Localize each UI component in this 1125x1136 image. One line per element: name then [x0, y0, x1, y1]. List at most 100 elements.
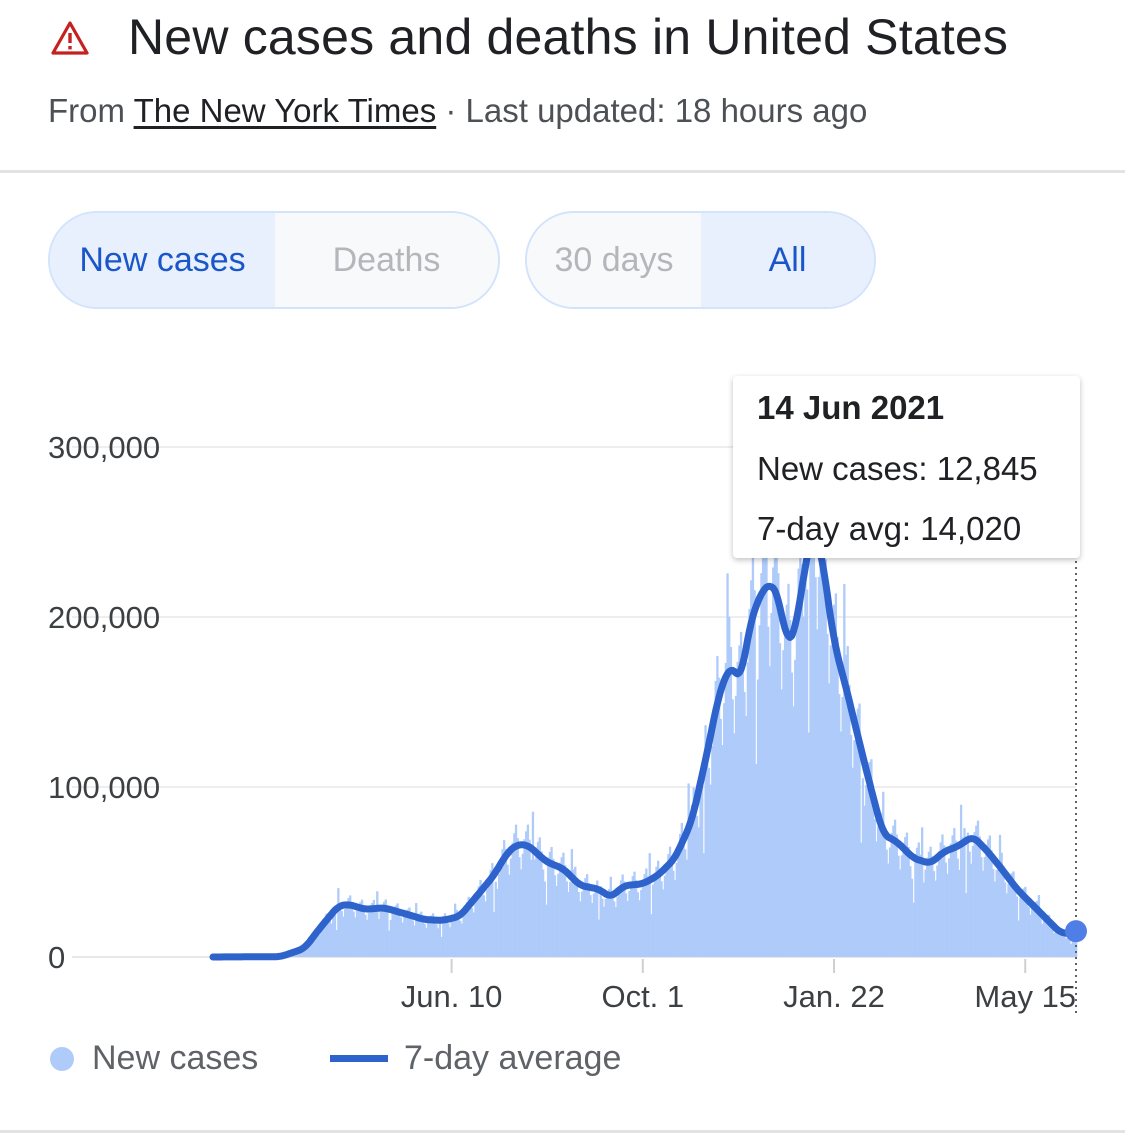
new-cases-bar: [403, 917, 406, 957]
new-cases-bar: [983, 856, 986, 957]
new-cases-bar: [396, 903, 399, 957]
new-cases-bar: [343, 909, 347, 957]
new-cases-bar: [719, 718, 722, 957]
all-tab[interactable]: All: [701, 213, 874, 307]
deaths-tab[interactable]: Deaths: [275, 213, 498, 307]
new-cases-bar: [973, 832, 976, 957]
new-cases-bar: [672, 870, 675, 957]
new-cases-bar: [990, 850, 993, 957]
new-cases-bar: [723, 703, 726, 957]
new-cases-bar: [778, 643, 782, 957]
x-tick-label: Jun. 10: [401, 979, 503, 1014]
new-cases-bar: [345, 901, 348, 957]
new-cases-bar: [948, 858, 951, 957]
new-cases-bar: [386, 905, 389, 957]
avg-legend-label: 7-day average: [404, 1039, 622, 1077]
new-cases-bar: [809, 490, 812, 957]
new-cases-bar: [311, 935, 315, 957]
new-cases-bar: [934, 880, 937, 957]
30-days-tab[interactable]: 30 days: [527, 213, 701, 307]
new-cases-bar: [772, 567, 775, 957]
new-cases-bar: [673, 880, 677, 957]
new-cases-bar: [1003, 882, 1007, 957]
new-cases-bar: [1039, 917, 1042, 957]
new-cases-bar: [1022, 888, 1025, 957]
new-cases-bar: [677, 845, 680, 957]
new-cases-bar: [552, 858, 555, 957]
cases-chart[interactable]: 0 100,000 200,000 300,000 Jun. 10 Oct. 1 Jan. …: [0, 360, 1125, 1030]
new-cases-bar: [905, 832, 909, 957]
new-cases-bar: [589, 895, 592, 957]
new-cases-bar: [753, 590, 756, 957]
new-cases-bar: [1025, 895, 1029, 957]
new-cases-bar: [907, 847, 910, 957]
new-cases-bar: [430, 915, 433, 957]
new-cases-bar: [321, 922, 325, 957]
new-cases-bar: [421, 916, 425, 957]
new-cases-bar: [968, 851, 971, 957]
new-cases-bar: [1015, 896, 1019, 957]
new-cases-bar: [692, 787, 695, 957]
new-cases-bar: [308, 943, 311, 957]
new-cases-bar: [1068, 931, 1071, 957]
new-cases-bar: [679, 834, 682, 957]
new-cases-tab[interactable]: New cases: [50, 213, 275, 307]
new-cases-bar: [636, 892, 640, 957]
new-cases-bar: [706, 740, 709, 957]
new-cases-bar: [746, 662, 750, 957]
new-cases-bar: [689, 818, 692, 957]
new-cases-bar: [337, 888, 340, 957]
new-cases-bar: [494, 881, 497, 957]
new-cases-bar: [755, 763, 758, 957]
y-tick-label: 200,000: [48, 600, 160, 635]
new-cases-bar: [790, 672, 794, 957]
new-cases-bar: [836, 637, 839, 957]
new-cases-bar: [665, 862, 668, 957]
last-updated: · Last updated: 18 hours ago: [436, 92, 868, 129]
new-cases-bar: [657, 860, 660, 957]
new-cases-bar: [648, 853, 651, 957]
source-link[interactable]: The New York Times: [133, 92, 437, 129]
new-cases-bar: [702, 853, 706, 957]
new-cases-bar: [680, 822, 684, 957]
new-cases-bar: [582, 882, 585, 957]
y-tick-label: 100,000: [48, 770, 160, 805]
new-cases-bar: [684, 849, 687, 957]
new-cases-bar: [888, 847, 892, 957]
tooltip-avg: 7-day avg: 14,020: [757, 510, 1022, 547]
hover-point: [1065, 920, 1087, 943]
new-cases-bar: [675, 862, 678, 957]
new-cases-bar: [367, 912, 370, 957]
new-cases-bar: [562, 852, 565, 957]
new-cases-bar: [409, 913, 413, 957]
new-cases-bar: [880, 812, 883, 957]
new-cases-bar: [953, 828, 956, 957]
new-cases-bar: [543, 881, 546, 957]
new-cases-bar: [384, 899, 387, 957]
new-cases-bar: [826, 633, 829, 957]
new-cases-bar: [844, 654, 848, 957]
new-cases-bar: [511, 842, 514, 957]
new-cases-bar: [435, 924, 438, 957]
new-cases-bar: [621, 874, 624, 957]
new-cases-bar: [587, 882, 590, 957]
new-cases-bar: [601, 898, 604, 957]
new-cases-bar: [976, 820, 980, 957]
new-cases-bar: [893, 819, 897, 957]
tooltip-date: 14 Jun 2021: [757, 389, 945, 426]
new-cases-bar: [734, 695, 738, 957]
new-cases-bar: [420, 911, 423, 957]
new-cases-bar: [540, 851, 543, 957]
new-cases-bar: [585, 874, 589, 957]
new-cases-bar: [1014, 882, 1017, 957]
new-cases-bar: [724, 662, 728, 957]
new-cases-bar: [775, 526, 778, 957]
new-cases-bar: [998, 834, 1002, 957]
new-cases-bar: [626, 901, 629, 957]
new-cases-bar: [780, 689, 783, 957]
new-cases-bar: [668, 846, 672, 957]
new-cases-bar: [919, 854, 922, 957]
new-cases-bar: [541, 869, 545, 957]
new-cases-bar: [1053, 933, 1056, 957]
new-cases-bar: [827, 683, 831, 957]
